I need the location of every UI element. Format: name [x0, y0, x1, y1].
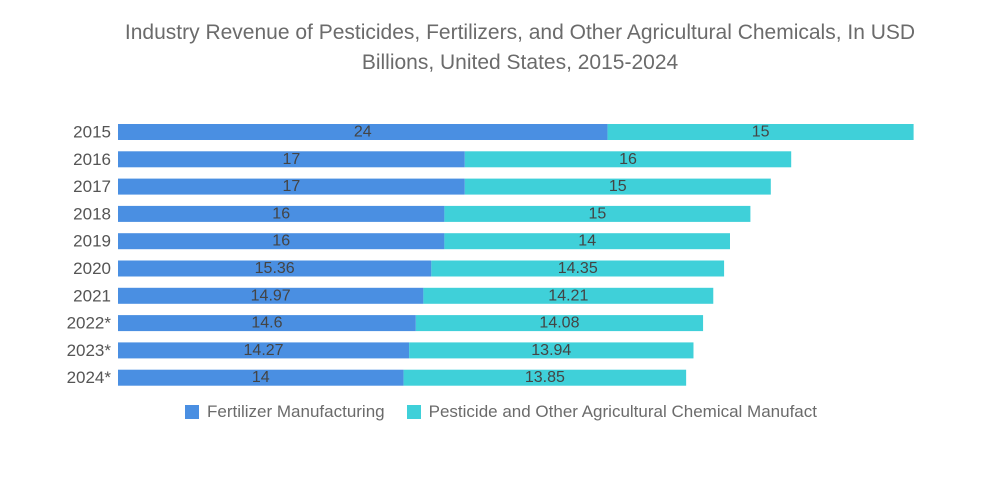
legend-item-pesticide: Pesticide and Other Agricultural Chemica… [406, 402, 817, 422]
y-tick-label: 2022* [67, 314, 112, 333]
chart-title-line-1: Industry Revenue of Pesticides, Fertiliz… [124, 21, 916, 44]
y-tick-label: 2016 [73, 150, 111, 169]
data-label-pesticide: 14 [578, 233, 596, 250]
data-label-fertilizer: 16 [272, 233, 290, 250]
bar-pesticide [415, 315, 704, 332]
chart-legend: Fertilizer Manufacturing Pesticide and O… [185, 402, 839, 422]
data-label-pesticide: 15 [752, 124, 770, 141]
bar-fertilizer [118, 178, 465, 195]
bar-fertilizer [118, 287, 424, 304]
data-label-pesticide: 14.21 [548, 287, 588, 304]
bar-pesticide [444, 233, 730, 250]
data-label-pesticide: 13.94 [531, 342, 571, 359]
legend-item-fertilizer: Fertilizer Manufacturing [185, 402, 385, 422]
bar-fertilizer [118, 260, 432, 277]
chart-title: Industry Revenue of Pesticides, Fertiliz… [60, 18, 980, 78]
legend-swatch-fertilizer [185, 405, 199, 419]
y-tick-label: 2021 [73, 286, 111, 305]
chart-title-line-2: Billions, United States, 2015-2024 [361, 51, 679, 74]
bar-pesticide [423, 287, 714, 304]
data-label-pesticide: 15 [609, 178, 627, 195]
bar-pesticide [431, 260, 725, 277]
data-label-pesticide: 14.08 [539, 315, 579, 332]
y-tick-label: 2017 [73, 177, 111, 196]
data-label-fertilizer: 17 [283, 151, 301, 168]
data-label-pesticide: 13.85 [525, 369, 565, 386]
bar-fertilizer [118, 233, 445, 250]
bar-fertilizer [118, 315, 416, 332]
data-label-fertilizer: 14 [252, 369, 270, 386]
bar-fertilizer [118, 369, 404, 386]
y-tick-label: 2023* [67, 341, 112, 360]
bar-pesticide [464, 178, 771, 195]
legend-swatch-pesticide [406, 405, 421, 419]
bar-pesticide [444, 205, 751, 222]
data-label-fertilizer: 14.97 [251, 287, 291, 304]
legend-label-pesticide: Pesticide and Other Agricultural Chemica… [428, 402, 817, 421]
bar-fertilizer [118, 205, 445, 222]
data-label-fertilizer: 24 [354, 124, 372, 141]
data-label-pesticide: 15 [589, 205, 607, 222]
y-tick-label: 2020 [73, 259, 111, 278]
data-label-fertilizer: 16 [272, 205, 290, 222]
bar-fertilizer [118, 342, 410, 359]
y-tick-label: 2024* [67, 368, 112, 387]
bar-pesticide [403, 369, 687, 386]
data-label-fertilizer: 14.27 [244, 342, 284, 359]
data-label-fertilizer: 14.6 [251, 315, 282, 332]
legend-label-fertilizer: Fertilizer Manufacturing [207, 402, 385, 421]
bar-pesticide [409, 342, 694, 359]
data-label-fertilizer: 17 [283, 178, 301, 195]
data-label-pesticide: 14.35 [558, 260, 598, 277]
y-tick-label: 2015 [73, 123, 111, 142]
bar-pesticide [464, 151, 792, 168]
data-label-pesticide: 16 [619, 151, 637, 168]
y-tick-label: 2018 [73, 204, 111, 223]
bar-pesticide [607, 124, 914, 140]
bar-fertilizer [118, 151, 465, 168]
y-tick-label: 2019 [73, 232, 111, 251]
bar-fertilizer [118, 124, 608, 140]
data-label-fertilizer: 15.36 [255, 260, 295, 277]
